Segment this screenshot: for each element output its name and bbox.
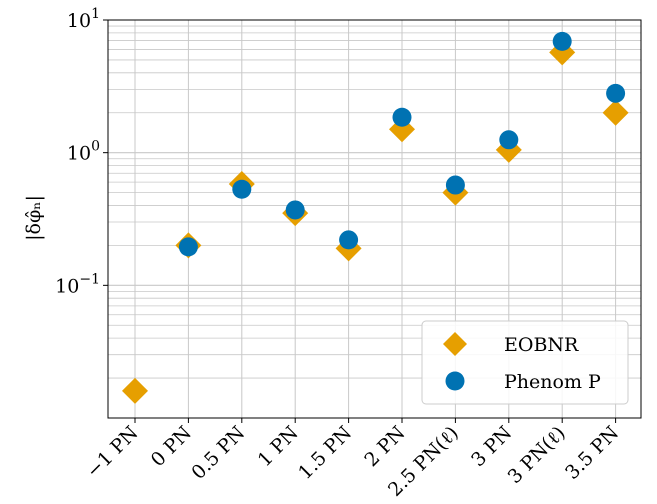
phenom-p-point [339, 230, 359, 250]
y-axis-ticks: 101 100 10−1 [55, 6, 108, 297]
x-tick-label: 2 PN [360, 422, 409, 471]
y-axis-label: |δφ̂ₙ| [23, 195, 45, 241]
phenom-p-point [392, 107, 412, 127]
data-marks [122, 31, 629, 404]
x-tick-label: 1.5 PN [294, 422, 356, 484]
phenom-p-point [606, 83, 626, 103]
x-tick-label: 0 PN [147, 422, 196, 471]
legend-label-eobnr: EOBNR [504, 334, 579, 356]
x-tick-label: 3.5 PN [561, 422, 623, 484]
plot-frame [107, 19, 642, 419]
legend-marker-phenom-p [445, 371, 465, 391]
phenom-p-point [499, 130, 519, 150]
phenom-p-point [445, 175, 465, 195]
grid-lines [108, 20, 641, 419]
y-tick-label: 100 [67, 139, 100, 165]
eobnr-point [122, 377, 148, 404]
x-tick-label: 3 PN(ℓ) [504, 422, 570, 488]
x-tick-label: 3 PN [467, 422, 516, 471]
x-tick-label: −1 PN [82, 422, 142, 482]
phenom-p-point [178, 237, 198, 257]
phenom-p-point [285, 200, 305, 220]
phenom-p-point [552, 31, 572, 51]
x-tick-label: 0.5 PN [187, 422, 249, 484]
x-axis-ticks: −1 PN 0 PN0.5 PN 1 PN1.5 PN 2 PN2.5 PN(ℓ) 3 … [82, 418, 623, 501]
legend-label-phenom-p: Phenom P [504, 371, 601, 393]
phenom-p-point [232, 179, 252, 199]
legend-marker-eobnr [443, 332, 467, 356]
y-tick-label: 10−1 [55, 271, 100, 297]
x-tick-label: 1 PN [254, 422, 303, 471]
eobnr-point [602, 99, 629, 126]
y-tick-label: 101 [67, 6, 100, 32]
legend-box [421, 320, 629, 405]
legend: EOBNR Phenom P [421, 320, 629, 405]
